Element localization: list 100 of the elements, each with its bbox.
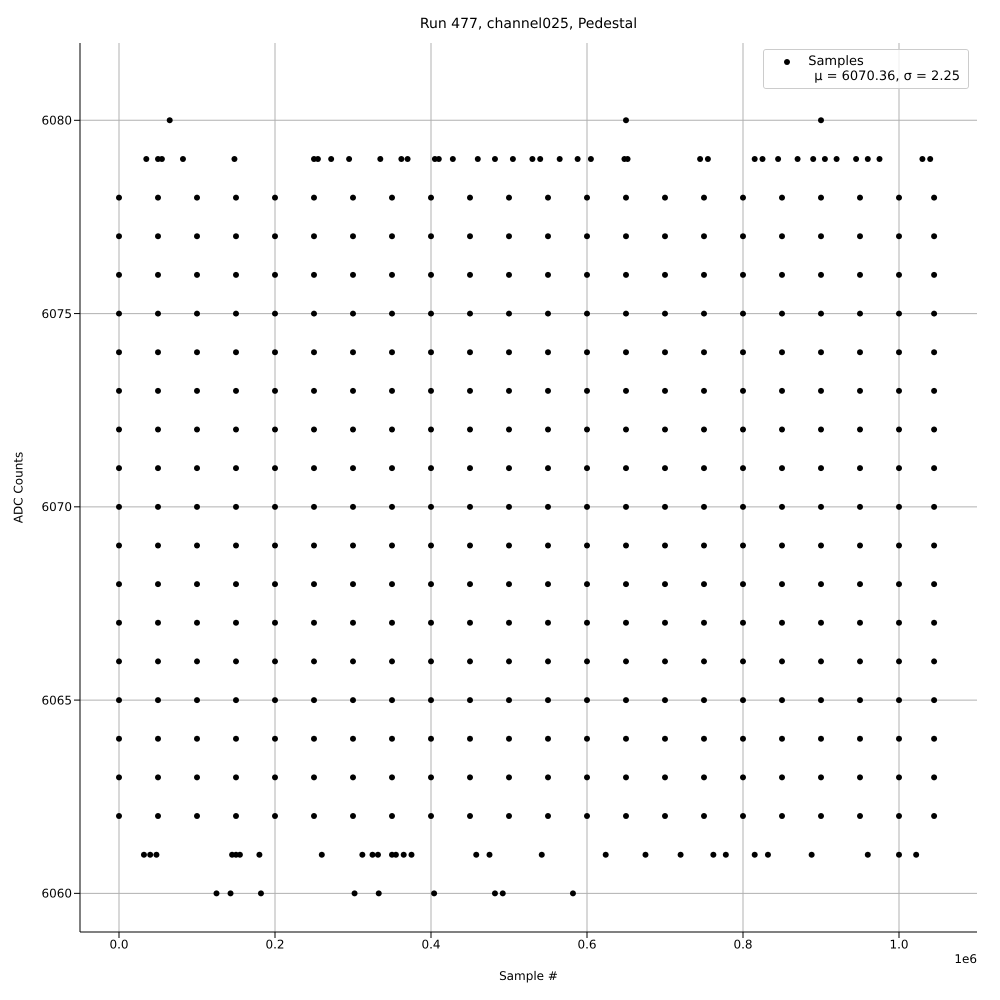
point: [857, 388, 863, 394]
point: [662, 310, 668, 317]
point: [272, 658, 278, 664]
point: [428, 233, 434, 240]
point: [272, 465, 278, 472]
point: [779, 813, 785, 820]
point: [545, 310, 551, 317]
point: [623, 658, 629, 664]
point: [779, 774, 785, 780]
point: [545, 426, 551, 433]
point: [506, 465, 512, 472]
point: [194, 813, 200, 820]
point: [233, 658, 239, 664]
point: [740, 736, 746, 742]
point: [794, 156, 801, 162]
point: [818, 388, 824, 394]
point: [779, 310, 785, 317]
point: [233, 774, 239, 780]
point: [166, 117, 173, 124]
point: [155, 426, 161, 433]
point: [740, 697, 746, 704]
point: [662, 542, 668, 548]
point: [931, 349, 938, 356]
point: [896, 233, 902, 240]
point: [701, 813, 707, 820]
point: [272, 426, 278, 433]
point: [506, 272, 512, 278]
point: [467, 504, 473, 510]
y-tick-label: 6080: [41, 114, 72, 128]
point: [545, 272, 551, 278]
point: [623, 194, 629, 201]
point: [662, 233, 668, 240]
point: [857, 504, 863, 510]
point: [545, 736, 551, 742]
point: [194, 620, 200, 626]
point: [662, 194, 668, 201]
point: [155, 233, 161, 240]
point: [428, 504, 434, 510]
point: [857, 310, 863, 317]
point: [722, 852, 729, 858]
point: [194, 697, 200, 704]
point: [404, 156, 411, 162]
point: [311, 697, 317, 704]
point: [233, 697, 239, 704]
point: [272, 813, 278, 820]
point: [467, 388, 473, 394]
point: [116, 233, 122, 240]
point: [896, 658, 902, 664]
point: [116, 813, 122, 820]
point: [428, 620, 434, 626]
point: [623, 581, 629, 588]
point: [350, 658, 356, 664]
point: [779, 349, 785, 356]
point: [779, 697, 785, 704]
point: [818, 426, 824, 433]
point: [506, 813, 512, 820]
point: [116, 426, 122, 433]
point: [467, 349, 473, 356]
point: [760, 156, 766, 162]
point: [272, 697, 278, 704]
point: [389, 272, 395, 278]
point: [740, 194, 746, 201]
point: [428, 426, 434, 433]
point: [896, 542, 902, 548]
point: [389, 194, 395, 201]
point: [931, 774, 938, 780]
point: [389, 658, 395, 664]
point: [584, 349, 590, 356]
point: [662, 272, 668, 278]
point: [818, 465, 824, 472]
point: [374, 852, 381, 858]
point: [389, 233, 395, 240]
y-tick-label: 6070: [41, 500, 72, 514]
point: [931, 658, 938, 664]
point: [701, 504, 707, 510]
point: [545, 194, 551, 201]
point: [857, 233, 863, 240]
point: [752, 156, 758, 162]
point: [623, 233, 629, 240]
point: [272, 310, 278, 317]
point: [570, 890, 576, 896]
point: [779, 581, 785, 588]
point: [764, 852, 771, 858]
point: [467, 310, 473, 317]
point: [450, 156, 456, 162]
y-tick-label: 6065: [41, 693, 72, 708]
point: [545, 774, 551, 780]
point: [233, 542, 239, 548]
point: [919, 156, 926, 162]
point: [233, 620, 239, 626]
point: [556, 156, 563, 162]
point: [931, 388, 938, 394]
point: [155, 581, 161, 588]
point: [623, 774, 629, 780]
point: [662, 465, 668, 472]
point: [350, 736, 356, 742]
point: [116, 504, 122, 510]
point: [584, 233, 590, 240]
point: [467, 736, 473, 742]
point: [116, 349, 122, 356]
